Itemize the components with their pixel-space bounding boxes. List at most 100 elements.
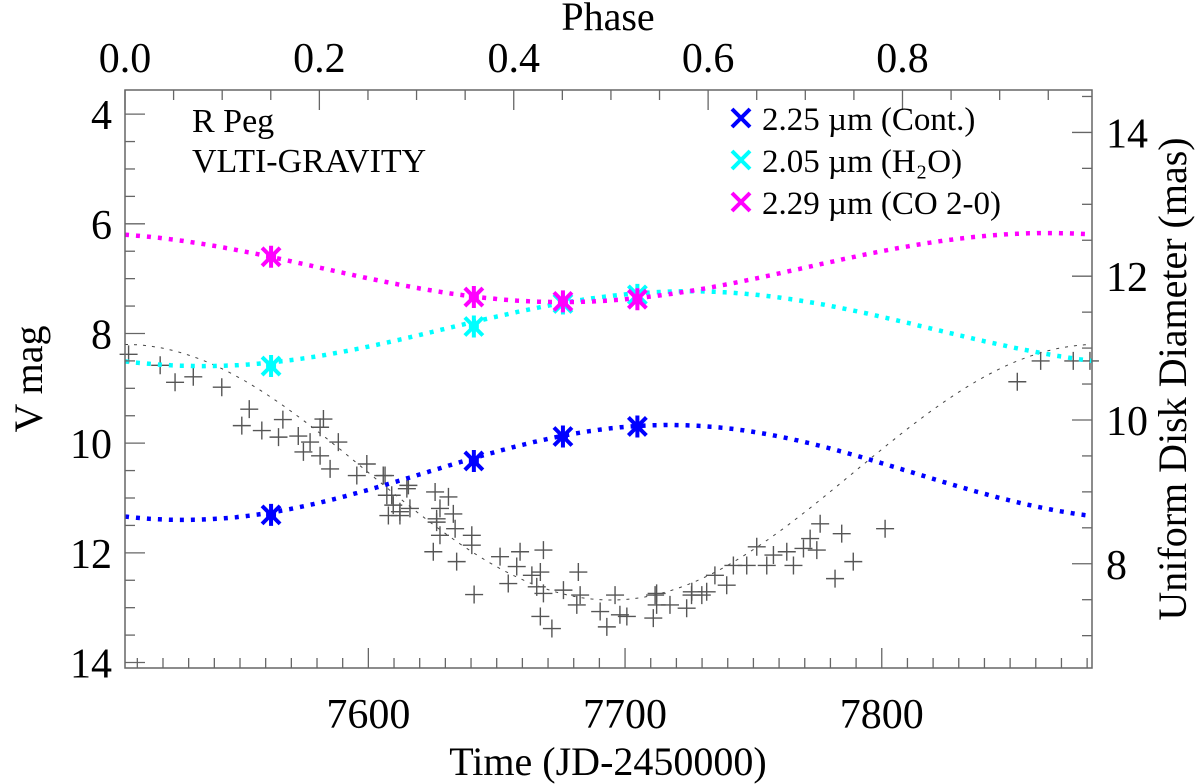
v-mag-point	[801, 529, 820, 548]
x-axis-title: Time (JD-2450000)	[449, 739, 766, 784]
legend-entry-cont: 2.25 µm (Cont.)	[730, 102, 975, 138]
v-mag-point	[430, 526, 449, 545]
v-mag-point	[212, 378, 231, 397]
v-mag-point	[646, 586, 665, 605]
phase-tick-label: 0.0	[99, 36, 152, 82]
v-mag-point	[531, 607, 550, 626]
diameter-marker-2	[260, 245, 282, 268]
phase-tick-label: 0.4	[487, 36, 540, 82]
v-mag-point	[534, 584, 553, 603]
v-mag-point	[844, 552, 863, 571]
legend-label: 2.29 µm (CO 2-0)	[762, 186, 1001, 222]
diameter-marker-2	[626, 288, 648, 311]
v-mag-point	[357, 455, 376, 473]
v-mag-point	[273, 410, 292, 429]
v-mag-point	[794, 539, 813, 558]
x-tick-label: 7600	[326, 692, 410, 738]
v-mag-point	[1008, 372, 1027, 391]
v-mag-point	[491, 547, 510, 566]
v-mag-point	[811, 514, 830, 533]
plot-frame	[124, 89, 1093, 669]
v-mag-point	[606, 586, 625, 605]
v-mag-point	[784, 556, 803, 575]
diameter-marker-0	[626, 415, 648, 438]
v-mag-point	[697, 582, 716, 601]
v-mag-point	[542, 619, 561, 638]
y-right-tick-label: 10	[1106, 399, 1148, 445]
phase-axis-title: Phase	[561, 0, 654, 39]
v-mag-point	[314, 410, 333, 429]
v-mag-point	[591, 602, 610, 621]
y-left-tick-label: 14	[70, 642, 112, 688]
v-mag-point	[499, 574, 518, 593]
v-mag-point	[390, 502, 409, 521]
v-mag-point	[737, 556, 756, 575]
v-mag-point	[232, 416, 251, 435]
v-mag-point	[311, 446, 330, 465]
v-mag-point	[692, 586, 711, 605]
v-mag-point	[531, 563, 550, 582]
v-mag-point	[347, 466, 366, 485]
v-mag-point	[379, 506, 398, 525]
v-mag-point	[807, 541, 826, 560]
legend: 2.25 µm (Cont.) 2.05 µm (H₂O) 2.29 µm (C…	[730, 102, 1001, 222]
v-mag-point	[764, 546, 783, 565]
v-mag-point	[511, 542, 530, 561]
v-mag-point	[876, 519, 895, 538]
v-mag-point	[376, 466, 395, 485]
v-mag-point	[777, 542, 796, 561]
v-mag-point	[677, 599, 696, 618]
y-left-tick-label: 10	[70, 422, 112, 468]
v-mag-point	[430, 499, 449, 518]
diameter-fit-curve-1	[124, 289, 1093, 369]
v-mag-point	[426, 482, 445, 501]
v-mag-point	[400, 499, 419, 518]
v-mag-fit-layer	[125, 344, 1093, 601]
v-mag-point	[240, 400, 259, 419]
y-left-tick-label: 12	[70, 532, 112, 578]
legend-x-marker-icon	[730, 149, 752, 171]
y-left-tick-label: 6	[91, 203, 112, 249]
phase-tick-label: 0.8	[876, 36, 929, 82]
y-left-axis-title: V mag	[6, 325, 51, 432]
y-left-tick-label: 4	[91, 93, 112, 139]
v-mag-point	[311, 418, 330, 437]
v-mag-point	[647, 584, 666, 603]
v-mag-point	[534, 541, 553, 560]
v-mag-point	[424, 542, 443, 561]
v-mag-point	[747, 537, 766, 556]
v-mag-point	[269, 428, 288, 447]
v-mag-point	[522, 566, 541, 585]
v-mag-point	[289, 427, 308, 446]
annotation-star-name: R Peg	[192, 103, 274, 140]
y-right-axis-title: Uniform Disk Diameter (mas)	[1150, 137, 1195, 620]
v-mag-point	[301, 433, 320, 452]
v-mag-point	[447, 552, 466, 571]
diameter-fits-layer	[124, 230, 1093, 523]
y-right-tick-label: 8	[1106, 543, 1127, 589]
legend-label: 2.25 µm (Cont.)	[762, 102, 975, 138]
v-mag-point	[252, 421, 271, 440]
v-mag-point	[294, 442, 313, 461]
x-tick-label: 7700	[583, 692, 667, 738]
v-mag-point	[644, 609, 663, 628]
v-mag-point	[382, 486, 401, 505]
phase-tick-label: 0.2	[293, 36, 346, 82]
annotation-instrument: VLTI-GRAVITY	[192, 143, 426, 180]
diameter-marker-1	[463, 315, 485, 338]
v-mag-point	[397, 479, 416, 498]
diameter-marker-0	[260, 503, 282, 526]
v-mag-points-layer	[119, 345, 1099, 638]
diameter-markers-layer	[260, 245, 648, 526]
diameter-marker-2	[552, 290, 574, 313]
v-mag-point	[660, 595, 679, 614]
diameter-fit-curve-2	[124, 230, 1093, 305]
legend-x-marker-icon	[730, 191, 752, 213]
v-mag-point	[439, 487, 458, 506]
v-mag-point	[717, 576, 736, 595]
v-mag-point	[507, 557, 526, 576]
v-mag-point	[427, 509, 446, 528]
v-mag-point	[1031, 351, 1050, 370]
y-right-tick-label: 12	[1106, 255, 1148, 301]
